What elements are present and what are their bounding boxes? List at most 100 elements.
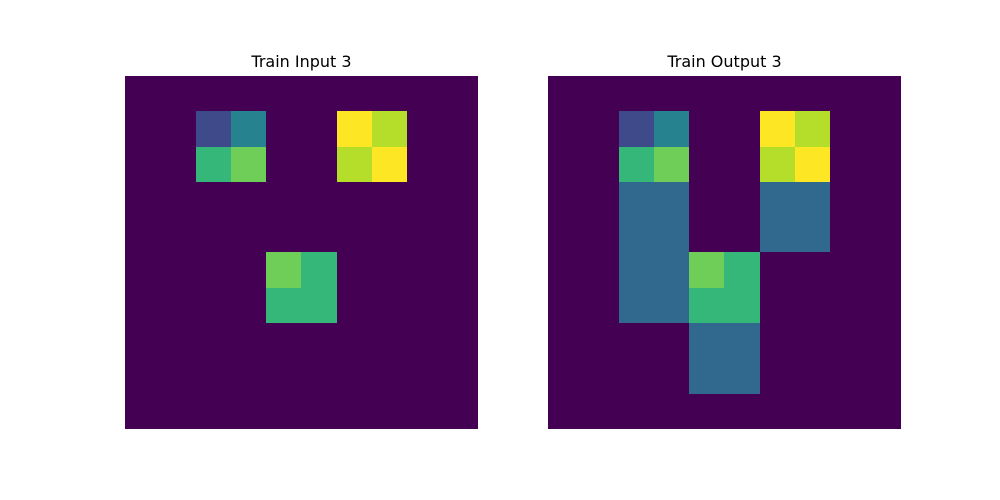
grid-cell (759, 323, 796, 359)
grid-cell (266, 217, 302, 253)
grid-cell (583, 76, 619, 112)
grid-cell (195, 323, 231, 359)
grid-cell (442, 76, 478, 112)
grid-cell (724, 287, 760, 324)
grid-cell (301, 111, 337, 147)
grid-cell (653, 111, 690, 147)
grid-cell (195, 252, 231, 288)
grid-cell (407, 217, 443, 253)
grid-cell (653, 393, 690, 429)
grid-cell (266, 323, 302, 359)
grid-cell (865, 252, 901, 288)
grid-cell (336, 393, 373, 429)
grid-cell (301, 146, 337, 182)
grid-cell (372, 76, 408, 112)
grid-cell (724, 358, 760, 394)
grid-cell (195, 358, 231, 394)
grid-cell (795, 181, 831, 218)
grid-cell (548, 358, 584, 394)
grid-cell (759, 287, 796, 324)
grid-cell (442, 217, 478, 253)
grid-cell (372, 287, 408, 324)
grid-cell (689, 76, 725, 112)
grid-cell (583, 358, 619, 394)
grid-cell (125, 181, 161, 218)
grid-cell (266, 111, 302, 147)
grid-cell (407, 181, 443, 218)
grid-cell (125, 358, 161, 394)
grid-cell (830, 323, 866, 359)
grid-cell (618, 217, 654, 253)
grid-cell (759, 217, 796, 253)
grid-cell (125, 287, 161, 324)
grid-cell (160, 146, 196, 182)
grid-cell (372, 146, 408, 182)
grid-cell (830, 111, 866, 147)
grid-cell (336, 252, 373, 288)
grid-cell (125, 393, 161, 429)
grid-cell (160, 252, 196, 288)
grid-cell (689, 181, 725, 218)
grid-cell (653, 358, 690, 394)
grid-cell (407, 323, 443, 359)
grid-cell (795, 393, 831, 429)
grid-cell (336, 217, 373, 253)
grid-cell (583, 146, 619, 182)
grid-cell (125, 323, 161, 359)
grid-cell (372, 217, 408, 253)
grid-cell (759, 358, 796, 394)
grid-cell (125, 76, 161, 112)
grid-cell (795, 146, 831, 182)
grid-cell (724, 217, 760, 253)
grid-cell (865, 181, 901, 218)
grid-cell (653, 146, 690, 182)
grid-cell (266, 287, 302, 324)
grid-cell (618, 252, 654, 288)
grid-cell (442, 323, 478, 359)
grid-cell (407, 358, 443, 394)
grid-cell (618, 76, 654, 112)
grid-cell (407, 111, 443, 147)
grid-cell (724, 111, 760, 147)
grid-cell (653, 252, 690, 288)
grid-cell (759, 76, 796, 112)
grid-cell (583, 181, 619, 218)
grid-cell (689, 287, 725, 324)
grid-cell (759, 146, 796, 182)
grid-cell (689, 252, 725, 288)
grid-cell (795, 76, 831, 112)
grid-cell (125, 217, 161, 253)
grid-cell (442, 111, 478, 147)
grid-cell (407, 146, 443, 182)
grid-cell (407, 393, 443, 429)
grid-cell (442, 287, 478, 324)
grid-cell (230, 358, 267, 394)
grid-cell (301, 76, 337, 112)
grid-cell (195, 146, 231, 182)
grid-cell (336, 111, 373, 147)
grid-cell (407, 252, 443, 288)
grid-cell (653, 76, 690, 112)
grid-cell (442, 358, 478, 394)
grid-cell (865, 358, 901, 394)
grid-cell (830, 252, 866, 288)
grid-cell (865, 323, 901, 359)
grid-cell (266, 252, 302, 288)
panel-title-input: Train Input 3 (251, 52, 352, 71)
grid-cell (336, 287, 373, 324)
grid-cell (865, 393, 901, 429)
grid-cell (195, 287, 231, 324)
grid-cell (301, 323, 337, 359)
grid-cell (548, 287, 584, 324)
grid-cell (195, 217, 231, 253)
grid-cell (583, 323, 619, 359)
grid-cell (407, 76, 443, 112)
grid-cell (795, 217, 831, 253)
grid-cell (266, 181, 302, 218)
grid-cell (759, 393, 796, 429)
input-grid (125, 76, 478, 429)
grid-cell (336, 146, 373, 182)
grid-cell (266, 76, 302, 112)
grid-cell (160, 76, 196, 112)
grid-cell (548, 111, 584, 147)
